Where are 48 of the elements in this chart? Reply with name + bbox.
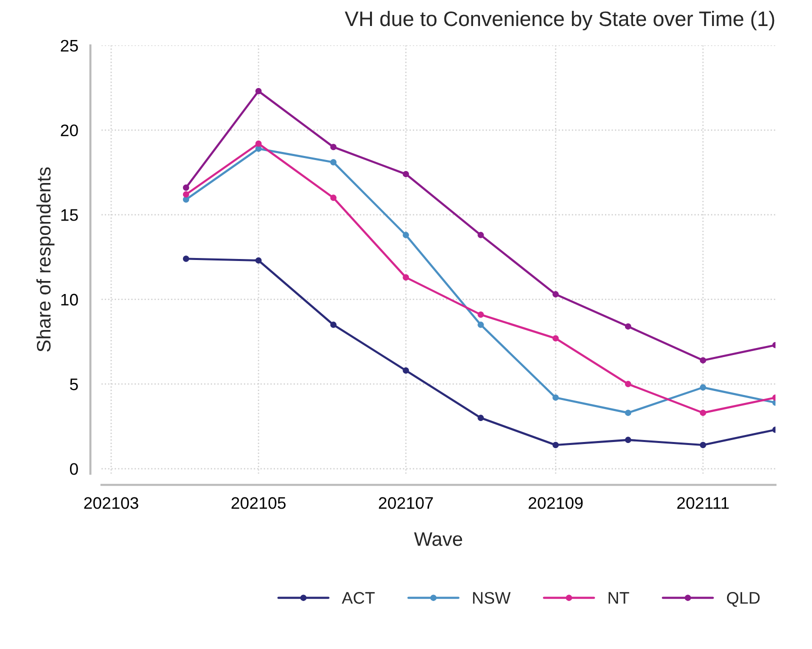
y-tick-label: 0 <box>70 463 78 475</box>
point <box>478 312 484 318</box>
y-tick-label: 15 <box>61 209 78 221</box>
point <box>182 256 190 262</box>
point <box>402 232 409 238</box>
point <box>255 140 262 147</box>
point <box>624 410 632 416</box>
y-tick-label: 25 <box>60 40 78 52</box>
point <box>330 322 337 328</box>
x-tick-label: 202111 <box>677 497 729 509</box>
point <box>624 380 632 388</box>
point <box>478 232 484 238</box>
point <box>330 194 337 201</box>
x-tick-label: 202103 <box>84 497 138 509</box>
point <box>402 170 409 178</box>
legend-label: NSW <box>473 592 511 604</box>
point <box>402 367 409 374</box>
point <box>624 323 632 330</box>
chart-title: VH due to Convenience by State over Time (1) <box>344 10 774 30</box>
point <box>700 357 706 364</box>
point <box>624 436 632 444</box>
point <box>330 159 337 166</box>
point <box>478 414 484 422</box>
x-tick-label: 202105 <box>232 497 286 509</box>
legend-label: NT <box>608 592 630 604</box>
point <box>182 191 190 198</box>
x-tick-label: 202107 <box>378 497 433 509</box>
point <box>182 184 190 191</box>
point <box>552 394 559 401</box>
point <box>552 291 559 298</box>
legend-label: QLD <box>726 592 760 607</box>
y-axis-title: Share of respondents <box>36 167 54 352</box>
legend-label: ACT <box>342 592 375 604</box>
x-axis-title: Wave <box>414 532 462 546</box>
x-tick-label: 202109 <box>528 497 583 509</box>
point <box>552 335 559 342</box>
point <box>478 322 484 328</box>
y-tick-label: 10 <box>61 294 78 306</box>
point <box>700 384 706 391</box>
point <box>700 410 706 416</box>
point <box>552 442 559 448</box>
point <box>255 88 262 94</box>
point <box>330 144 337 150</box>
y-tick-label: 20 <box>60 124 78 136</box>
y-tick-label: 5 <box>70 378 78 390</box>
point <box>402 274 409 280</box>
point <box>700 442 706 448</box>
point <box>255 257 262 264</box>
